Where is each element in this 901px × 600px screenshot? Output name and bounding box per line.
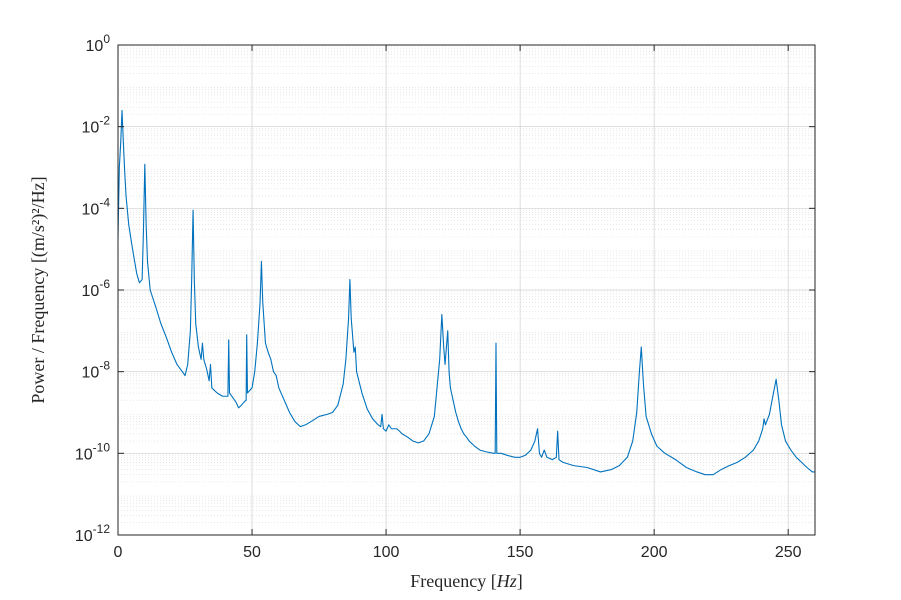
y-tick-label: 10-8 <box>82 359 111 382</box>
y-tick-label: 10-6 <box>82 277 111 300</box>
x-tick-label: 50 <box>243 544 261 561</box>
y-tick-label: 10-2 <box>82 114 111 137</box>
y-tick-label: 10-10 <box>75 440 110 463</box>
y-tick-label: 100 <box>86 32 111 55</box>
x-axis-ticks: 0 50 100 150 200 250 <box>114 45 802 561</box>
grid <box>117 44 815 536</box>
y-axis-label: Power / Frequency [(m/s²)²/Hz] <box>28 176 49 403</box>
y-tick-label: 10-4 <box>82 195 111 218</box>
x-tick-label: 0 <box>114 544 123 561</box>
x-tick-label: 250 <box>775 544 802 561</box>
x-tick-label: 100 <box>373 544 400 561</box>
plot-area <box>117 109 815 476</box>
x-tick-label: 200 <box>641 544 668 561</box>
x-axis-label: Frequency [Hz] <box>410 571 522 591</box>
y-axis-ticks: 10-12 10-10 10-8 10-6 10-4 10-2 100 <box>75 32 815 545</box>
y-tick-label: 10-12 <box>75 522 110 545</box>
x-tick-label: 150 <box>507 544 534 561</box>
series-line <box>117 109 815 476</box>
